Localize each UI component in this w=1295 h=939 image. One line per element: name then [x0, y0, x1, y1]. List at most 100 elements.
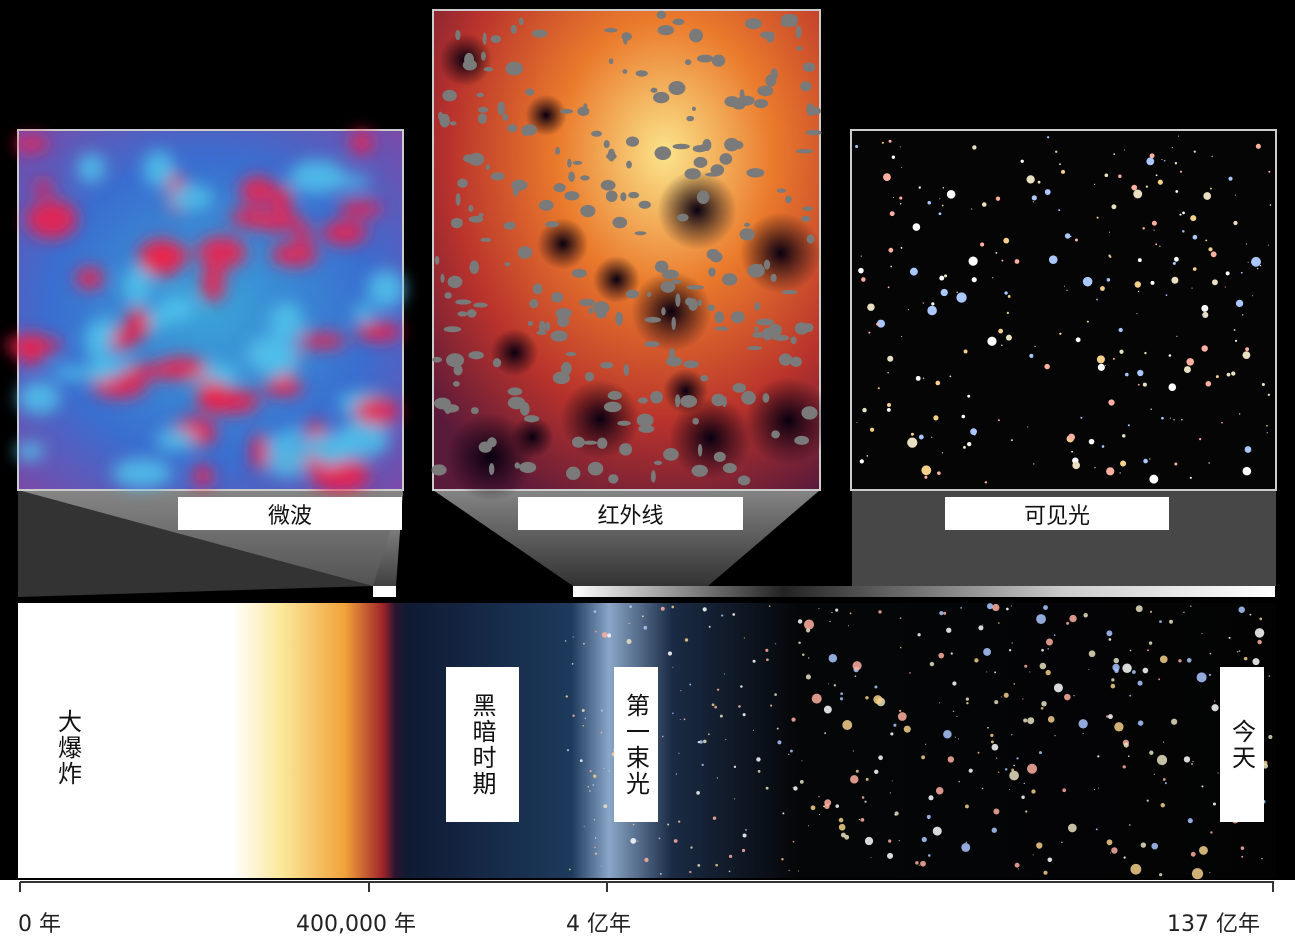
texture	[295, 225, 313, 245]
texture	[952, 681, 957, 686]
texture	[790, 336, 797, 345]
texture	[1119, 472, 1121, 474]
texture	[790, 356, 802, 367]
texture	[742, 833, 747, 838]
texture	[1048, 255, 1058, 264]
texture	[572, 714, 575, 718]
texture	[593, 610, 597, 613]
texture	[572, 160, 583, 165]
texture	[823, 805, 825, 808]
texture	[1041, 701, 1047, 707]
texture	[928, 854, 931, 857]
texture	[676, 213, 689, 222]
texture	[629, 605, 633, 609]
texture	[567, 158, 572, 168]
texture	[1075, 337, 1081, 343]
texture	[827, 683, 829, 685]
texture	[861, 277, 866, 282]
texture	[1013, 683, 1016, 685]
texture	[1106, 839, 1113, 846]
texture	[939, 611, 944, 616]
texture	[468, 204, 474, 212]
texture	[468, 215, 484, 223]
texture	[636, 413, 654, 427]
texture	[482, 32, 487, 45]
texture	[956, 292, 967, 303]
texture	[954, 736, 956, 738]
texture	[1215, 375, 1219, 379]
texture	[1156, 754, 1168, 766]
texture	[1034, 345, 1036, 348]
axis-label: 137 亿年	[1167, 912, 1260, 937]
texture	[612, 216, 628, 229]
texture	[1259, 264, 1262, 267]
texture	[1031, 789, 1036, 794]
texture	[801, 760, 803, 762]
texture	[1190, 851, 1196, 857]
texture	[858, 267, 864, 274]
texture	[571, 436, 585, 448]
texture	[1137, 258, 1142, 263]
texture	[897, 712, 907, 721]
texture	[776, 188, 787, 193]
texture	[1097, 363, 1105, 371]
texture	[791, 717, 796, 722]
texture	[774, 693, 777, 696]
texture	[792, 840, 795, 843]
texture	[630, 271, 712, 352]
texture	[1252, 295, 1254, 297]
texture	[600, 709, 604, 712]
texture	[1187, 818, 1193, 824]
microwave-image	[4, 129, 405, 493]
texture	[697, 740, 700, 744]
texture	[702, 607, 707, 612]
texture	[1046, 136, 1050, 139]
texture	[1097, 755, 1100, 758]
texture	[866, 455, 869, 457]
texture	[742, 713, 746, 717]
texture	[1122, 663, 1132, 673]
texture	[930, 436, 933, 438]
texture	[939, 275, 945, 281]
texture	[239, 176, 276, 205]
texture	[589, 770, 592, 773]
texture	[864, 800, 867, 803]
texture	[661, 269, 679, 280]
texture	[628, 191, 640, 199]
texture	[756, 757, 761, 762]
texture	[1242, 314, 1244, 316]
texture	[1266, 424, 1268, 427]
texture	[122, 266, 152, 306]
texture	[1183, 611, 1185, 613]
texture	[799, 779, 804, 784]
texture	[1261, 382, 1265, 387]
texture	[638, 200, 651, 209]
texture	[922, 377, 925, 379]
texture	[963, 349, 968, 354]
texture	[581, 709, 585, 712]
texture	[696, 791, 700, 795]
texture	[1155, 174, 1158, 177]
band-marker	[373, 586, 396, 597]
texture	[711, 703, 715, 707]
texture	[907, 437, 918, 448]
texture	[770, 273, 777, 282]
texture	[921, 755, 926, 760]
texture	[946, 627, 952, 633]
texture	[112, 458, 173, 488]
texture	[925, 743, 927, 745]
texture	[1149, 750, 1154, 755]
texture	[597, 437, 608, 449]
texture	[978, 625, 984, 631]
texture	[966, 701, 969, 705]
texture	[463, 154, 476, 163]
texture	[683, 718, 686, 721]
texture	[566, 466, 581, 481]
texture	[591, 130, 602, 137]
texture	[931, 302, 935, 306]
texture	[1190, 215, 1197, 222]
texture	[684, 59, 692, 66]
texture	[1095, 828, 1098, 831]
texture	[583, 643, 585, 645]
